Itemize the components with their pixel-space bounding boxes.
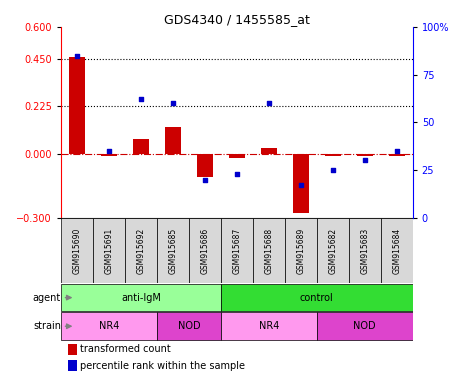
Text: GSM915691: GSM915691 bbox=[105, 227, 113, 274]
Bar bbox=[293, 154, 309, 214]
Bar bbox=[197, 154, 213, 177]
Text: GSM915684: GSM915684 bbox=[392, 227, 401, 274]
Bar bbox=[229, 154, 245, 158]
Point bbox=[73, 53, 81, 59]
FancyBboxPatch shape bbox=[317, 313, 413, 340]
Bar bbox=[101, 154, 117, 156]
Point bbox=[201, 177, 209, 183]
Text: GSM915689: GSM915689 bbox=[296, 227, 305, 274]
FancyBboxPatch shape bbox=[221, 218, 253, 283]
FancyBboxPatch shape bbox=[61, 284, 221, 311]
Point bbox=[137, 96, 144, 103]
FancyBboxPatch shape bbox=[349, 218, 381, 283]
Text: NR4: NR4 bbox=[258, 321, 279, 331]
FancyBboxPatch shape bbox=[221, 284, 413, 311]
Text: NOD: NOD bbox=[354, 321, 376, 331]
Point bbox=[361, 157, 369, 164]
FancyBboxPatch shape bbox=[157, 313, 221, 340]
Point bbox=[233, 171, 241, 177]
Point bbox=[105, 148, 113, 154]
FancyBboxPatch shape bbox=[125, 218, 157, 283]
Text: strain: strain bbox=[33, 321, 61, 331]
FancyBboxPatch shape bbox=[93, 218, 125, 283]
Bar bbox=[389, 154, 405, 156]
Text: agent: agent bbox=[33, 293, 61, 303]
FancyBboxPatch shape bbox=[61, 218, 93, 283]
Point bbox=[265, 100, 272, 106]
FancyBboxPatch shape bbox=[381, 218, 413, 283]
Text: GSM915683: GSM915683 bbox=[360, 227, 369, 274]
Bar bbox=[68, 344, 77, 355]
Point bbox=[297, 182, 304, 188]
Text: GSM915685: GSM915685 bbox=[168, 227, 177, 274]
Text: GSM915690: GSM915690 bbox=[72, 227, 82, 274]
Point bbox=[329, 167, 337, 173]
FancyBboxPatch shape bbox=[221, 313, 317, 340]
FancyBboxPatch shape bbox=[253, 218, 285, 283]
FancyBboxPatch shape bbox=[285, 218, 317, 283]
Text: GSM915682: GSM915682 bbox=[328, 227, 337, 273]
Text: anti-IgM: anti-IgM bbox=[121, 293, 161, 303]
Text: percentile rank within the sample: percentile rank within the sample bbox=[80, 361, 245, 371]
FancyBboxPatch shape bbox=[189, 218, 221, 283]
Bar bbox=[165, 127, 181, 154]
FancyBboxPatch shape bbox=[61, 313, 157, 340]
Bar bbox=[261, 148, 277, 154]
Point bbox=[393, 148, 401, 154]
Point bbox=[169, 100, 177, 106]
Text: transformed count: transformed count bbox=[80, 344, 171, 354]
Title: GDS4340 / 1455585_at: GDS4340 / 1455585_at bbox=[164, 13, 310, 26]
Bar bbox=[133, 139, 149, 154]
Text: control: control bbox=[300, 293, 333, 303]
Text: GSM915686: GSM915686 bbox=[200, 227, 209, 274]
Text: GSM915688: GSM915688 bbox=[265, 227, 273, 273]
Text: GSM915687: GSM915687 bbox=[232, 227, 242, 274]
FancyBboxPatch shape bbox=[157, 218, 189, 283]
Bar bbox=[69, 56, 85, 154]
Bar bbox=[325, 154, 341, 156]
Text: GSM915692: GSM915692 bbox=[136, 227, 145, 274]
FancyBboxPatch shape bbox=[317, 218, 349, 283]
Bar bbox=[68, 360, 77, 371]
Text: NR4: NR4 bbox=[99, 321, 119, 331]
Bar bbox=[357, 154, 373, 156]
Text: NOD: NOD bbox=[178, 321, 200, 331]
